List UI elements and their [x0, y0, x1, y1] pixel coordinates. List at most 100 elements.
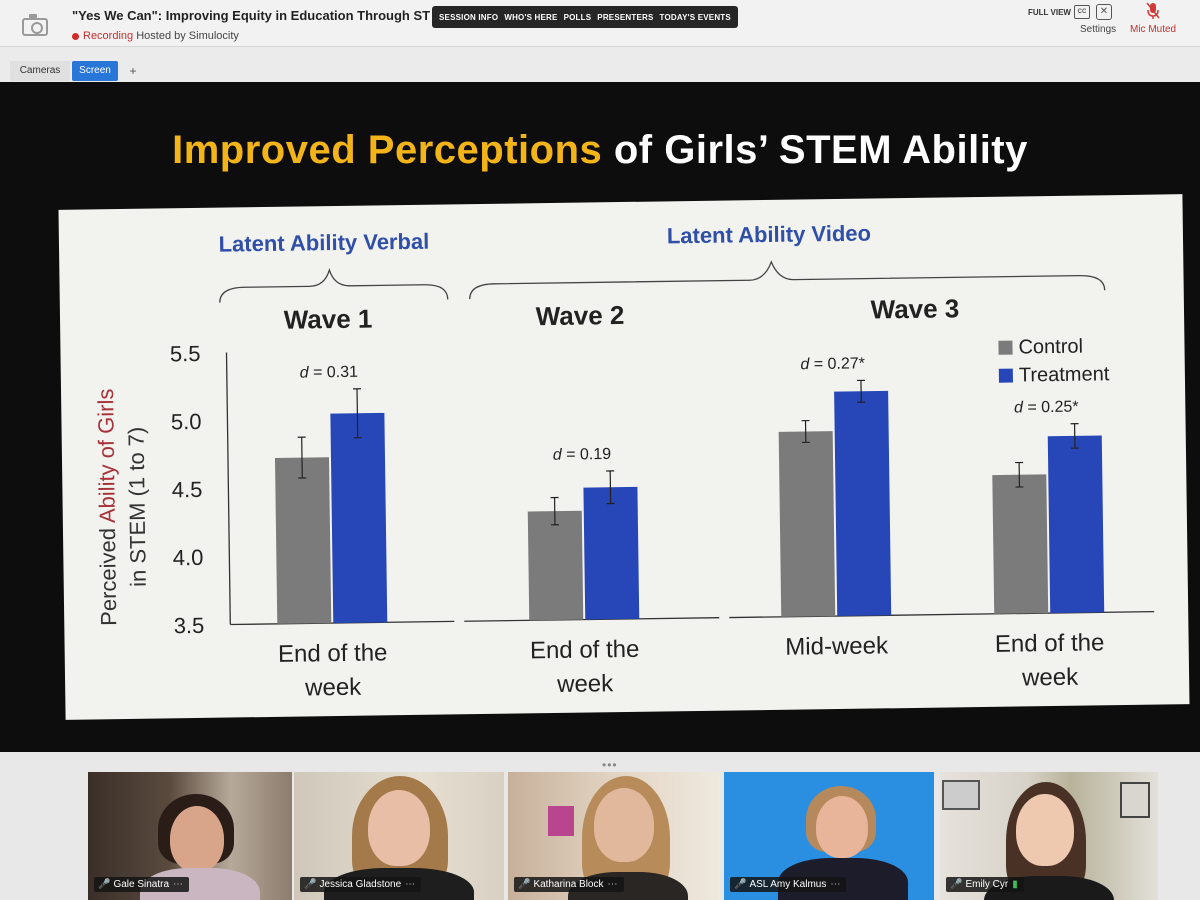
- x-category-label: week: [556, 670, 614, 698]
- x-category-label: Mid-week: [785, 632, 889, 660]
- y-tick-label: 5.5: [170, 341, 201, 366]
- effect-size-value: = 0.19: [562, 446, 612, 464]
- brace-verbal: [219, 267, 449, 303]
- participant-name: Jessica Gladstone: [319, 879, 402, 890]
- participant-face: [816, 796, 868, 858]
- participant-face: [1016, 794, 1074, 866]
- participant-face: [170, 806, 224, 872]
- participant-name: Katharina Block: [533, 879, 604, 890]
- effect-size-value: = 0.31: [308, 364, 358, 382]
- session-title: "Yes We Can": Improving Equity in Educat…: [72, 8, 431, 23]
- error-bar: [301, 437, 303, 478]
- more-options-icon[interactable]: ⋯: [607, 879, 618, 890]
- wall-frame: [1120, 782, 1150, 818]
- recording-label: Recording: [83, 30, 134, 42]
- group-label-video: Latent Ability Video: [667, 221, 871, 249]
- bar-treatment: [583, 486, 640, 620]
- wave-label-1: Wave 1: [284, 304, 373, 335]
- mic-active-icon: 🎤: [950, 879, 963, 890]
- effect-size-value: = 0.27*: [809, 355, 865, 373]
- session-nav: SESSION INFO WHO'S HERE POLLS PRESENTERS…: [432, 6, 738, 28]
- y-axis-label-line2: in STEM (1 to 7): [124, 427, 151, 587]
- bar-treatment: [330, 412, 388, 624]
- mic-muted-icon: 🎤: [98, 879, 111, 890]
- y-tick-label: 4.0: [173, 545, 204, 570]
- nav-presenters[interactable]: PRESENTERS: [597, 12, 654, 22]
- participant-name: ASL Amy Kalmus: [749, 879, 827, 890]
- x-category-label: week: [1021, 664, 1079, 692]
- legend-swatch-treatment: [998, 368, 1013, 383]
- bar-treatment: [834, 390, 892, 617]
- effect-size-label: d = 0.27*: [800, 355, 865, 373]
- y-axis-label-part2: Ability of Girls: [93, 388, 120, 523]
- participant-tile[interactable]: 🎤 Emily Cyr ▮: [940, 772, 1158, 900]
- camera-icon[interactable]: [22, 14, 48, 36]
- brace-video: [469, 260, 1106, 300]
- participant-tile[interactable]: 🎤 ASL Amy Kalmus ⋯: [724, 772, 934, 900]
- close-icon[interactable]: ✕: [1096, 4, 1112, 20]
- legend-label-control: Control: [1018, 336, 1083, 359]
- full-view-button[interactable]: FULL VIEW: [1028, 8, 1071, 17]
- chart-marks: 5.5 5.0 4.5 4.0 3.5 d = 0.31 End of the week d =…: [170, 341, 1155, 702]
- y-axis-line: [225, 352, 231, 625]
- wall-art: [548, 806, 574, 836]
- x-category-label: End of the: [278, 639, 388, 668]
- effect-size-symbol: d: [300, 364, 310, 381]
- y-tick-label: 4.5: [172, 477, 203, 502]
- y-axis-label-part1: Perceived: [95, 523, 121, 626]
- tab-screen[interactable]: Screen: [72, 61, 118, 81]
- wall-frame: [942, 780, 980, 810]
- strip-resize-handle[interactable]: •••: [602, 758, 618, 772]
- view-tabs: Cameras Screen +: [0, 46, 1200, 83]
- add-tab-button[interactable]: +: [129, 64, 137, 78]
- y-tick-label: 5.0: [171, 409, 202, 434]
- participant-nametag: 🎤 ASL Amy Kalmus ⋯: [730, 877, 847, 892]
- error-bar: [356, 388, 359, 438]
- more-options-icon[interactable]: ⋯: [830, 879, 841, 890]
- effect-size-label: d = 0.31: [300, 364, 359, 382]
- recording-status: Recording Hosted by Simulocity: [72, 30, 239, 42]
- participant-face: [368, 790, 430, 866]
- bar-control: [527, 510, 584, 621]
- y-tick-label: 3.5: [174, 613, 205, 638]
- bar-control: [274, 457, 332, 624]
- group-label-verbal: Latent Ability Verbal: [218, 229, 429, 257]
- closed-captions-icon[interactable]: CC: [1074, 5, 1090, 19]
- participant-nametag: 🎤 Jessica Gladstone ⋯: [300, 877, 422, 892]
- mic-muted-icon[interactable]: [1146, 2, 1160, 20]
- x-category-label: week: [304, 674, 362, 702]
- x-category-label: End of the: [530, 636, 640, 665]
- participant-strip: ••• 🎤 Gale Sinatra ⋯ 🎤 Jessica Gladstone ⋯ 🎤…: [0, 752, 1200, 900]
- legend-label-treatment: Treatment: [1019, 363, 1110, 386]
- slide-title-rest: of Girls’ STEM Ability: [602, 128, 1028, 172]
- wave-label-3: Wave 3: [870, 293, 959, 324]
- settings-button[interactable]: Settings: [1080, 24, 1117, 35]
- effect-size-label: d = 0.19: [553, 446, 612, 464]
- legend-swatch-control: [998, 340, 1013, 355]
- more-options-icon[interactable]: ⋯: [173, 879, 184, 890]
- chart-panel: Latent Ability Verbal Latent Ability Vid…: [58, 194, 1190, 720]
- participant-nametag: 🎤 Emily Cyr ▮: [946, 877, 1024, 892]
- mic-muted-label[interactable]: Mic Muted: [1130, 24, 1177, 35]
- nav-session-info[interactable]: SESSION INFO: [439, 12, 499, 22]
- nav-todays-events[interactable]: TODAY'S EVENTS: [659, 12, 731, 22]
- effect-size-symbol: d: [553, 447, 563, 464]
- recording-dot-icon: [72, 32, 79, 40]
- more-options-icon[interactable]: ⋯: [405, 879, 416, 890]
- participant-tile[interactable]: 🎤 Gale Sinatra ⋯: [88, 772, 292, 900]
- mic-muted-icon: 🎤: [304, 879, 317, 890]
- participant-tile[interactable]: 🎤 Jessica Gladstone ⋯: [294, 772, 504, 900]
- audio-level-icon: ▮: [1012, 879, 1018, 890]
- nav-whos-here[interactable]: WHO'S HERE: [504, 12, 558, 22]
- participant-tile[interactable]: 🎤 Katharina Block ⋯: [508, 772, 720, 900]
- y-axis-label: Perceived Ability of Girls: [93, 388, 121, 626]
- tab-cameras[interactable]: Cameras: [10, 61, 70, 81]
- effect-size-label: d = 0.25*: [1014, 399, 1079, 417]
- wave-label-2: Wave 2: [535, 300, 624, 331]
- hosted-by-label: Hosted by Simulocity: [136, 30, 239, 42]
- slide-title-highlight: Improved Perceptions: [172, 128, 603, 172]
- participant-name: Emily Cyr: [965, 879, 1009, 890]
- nav-polls[interactable]: POLLS: [563, 12, 592, 22]
- effect-size-value: = 0.25*: [1023, 399, 1079, 417]
- bar-treatment: [1047, 435, 1105, 614]
